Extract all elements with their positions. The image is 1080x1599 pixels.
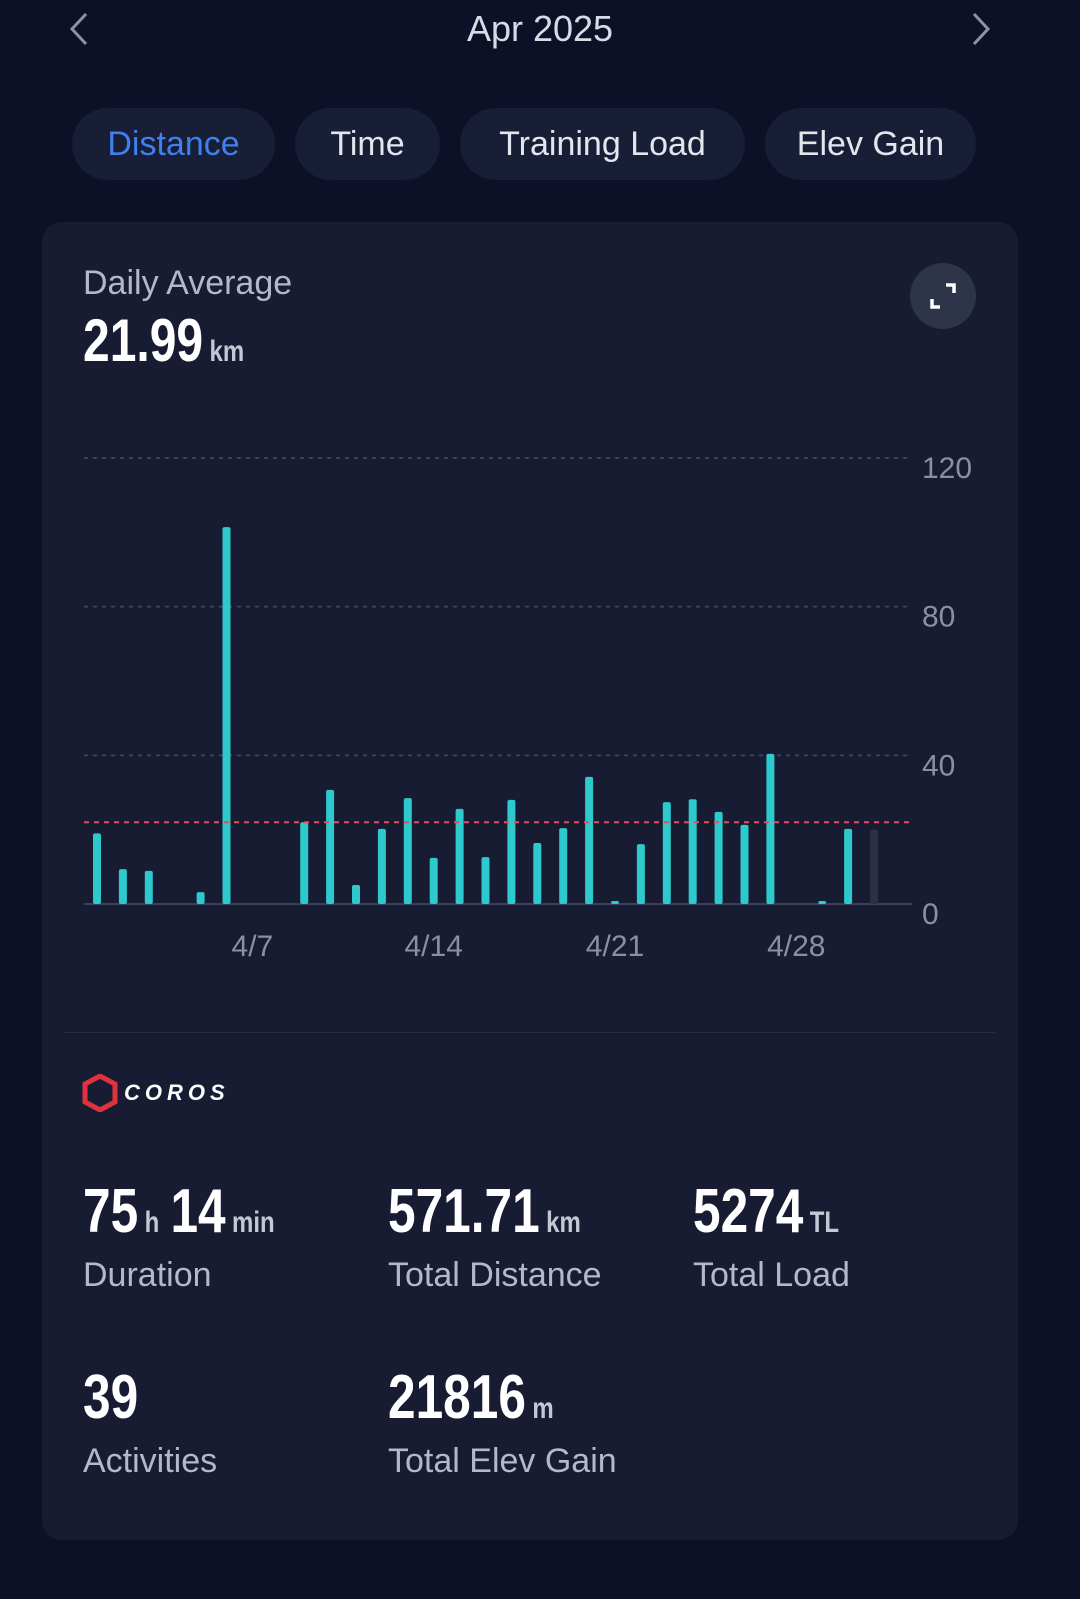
- bar: [559, 828, 568, 904]
- stat-unit: km: [546, 1206, 581, 1239]
- stat-value: 571.71 km: [388, 1176, 592, 1247]
- bar: [507, 799, 516, 904]
- y-tick-label: 40: [922, 749, 955, 782]
- x-tick-label: 4/21: [586, 930, 644, 963]
- tab[interactable]: Training Load: [460, 108, 745, 180]
- bar: [352, 885, 360, 904]
- month-title: Apr 2025: [466, 8, 614, 49]
- y-tick-label: 0: [922, 898, 939, 931]
- bar: [714, 811, 723, 904]
- chart: 0 40 80 120 4/7 4/14 4/21 4/28: [84, 452, 972, 963]
- stat-label: Total Elev Gain: [388, 1442, 617, 1480]
- summary-value: 21.99 km: [83, 306, 255, 375]
- stat-label: Activities: [83, 1442, 218, 1480]
- stat-number: 21816: [388, 1363, 526, 1432]
- prev-month[interactable]: [62, 10, 96, 50]
- bar: [688, 799, 697, 904]
- stat-unit: h: [144, 1206, 160, 1239]
- x-tick-label: 4/28: [767, 930, 825, 963]
- stat-label: Total Load: [693, 1256, 850, 1294]
- next-month[interactable]: [964, 10, 998, 50]
- stat-value: 39: [83, 1362, 138, 1433]
- bar: [429, 857, 438, 904]
- x-tick-label: 4/14: [405, 930, 463, 963]
- bar: [377, 828, 386, 904]
- y-tick-label: 120: [922, 452, 972, 485]
- bar: [403, 798, 412, 904]
- summary-label: Daily Average: [83, 264, 293, 302]
- bar: [144, 870, 153, 904]
- divider: [63, 1032, 995, 1033]
- bar: [636, 844, 645, 904]
- bar: [326, 789, 335, 904]
- bar: [740, 824, 749, 904]
- bar: [818, 901, 827, 904]
- bar: [455, 808, 464, 904]
- stat-number: 75: [83, 1177, 139, 1246]
- bar: [196, 892, 205, 904]
- stat-value: 21816 m: [388, 1362, 565, 1433]
- tab[interactable]: Distance: [72, 108, 275, 180]
- tab[interactable]: Time: [295, 108, 440, 180]
- bar: [844, 828, 853, 904]
- bar: [222, 527, 231, 904]
- stat-value: 5274 TL: [693, 1176, 850, 1247]
- bar: [533, 843, 542, 904]
- stat-label: Total Distance: [388, 1256, 602, 1294]
- brand-name: COROS: [124, 1080, 230, 1105]
- stat-unit: m: [532, 1392, 554, 1425]
- average-unit: km: [209, 335, 245, 368]
- stat-number: 14: [170, 1177, 226, 1246]
- card: [42, 222, 1018, 1540]
- stat-unit: TL: [809, 1206, 840, 1239]
- bar: [300, 822, 309, 904]
- bar: [93, 833, 101, 904]
- bar: [766, 753, 775, 904]
- stat-unit: min: [232, 1206, 275, 1239]
- tab[interactable]: Elev Gain: [765, 108, 976, 180]
- bar: [662, 802, 671, 904]
- expand-button[interactable]: [910, 263, 976, 329]
- average-value: 21.99: [83, 307, 204, 374]
- y-tick-label: 80: [922, 601, 955, 634]
- stat-value: 75 h 14 min: [83, 1176, 286, 1247]
- stat-label: Duration: [83, 1256, 212, 1294]
- bar: [611, 901, 619, 904]
- brand-logo: [82, 1074, 118, 1112]
- stat-number: 5274: [693, 1177, 804, 1246]
- stat-number: 571.71: [388, 1177, 540, 1246]
- stat-number: 39: [83, 1363, 139, 1432]
- bar: [585, 776, 594, 904]
- x-tick-label: 4/7: [232, 930, 274, 963]
- bar: [118, 869, 127, 904]
- bar: [870, 829, 878, 904]
- bar: [481, 857, 490, 904]
